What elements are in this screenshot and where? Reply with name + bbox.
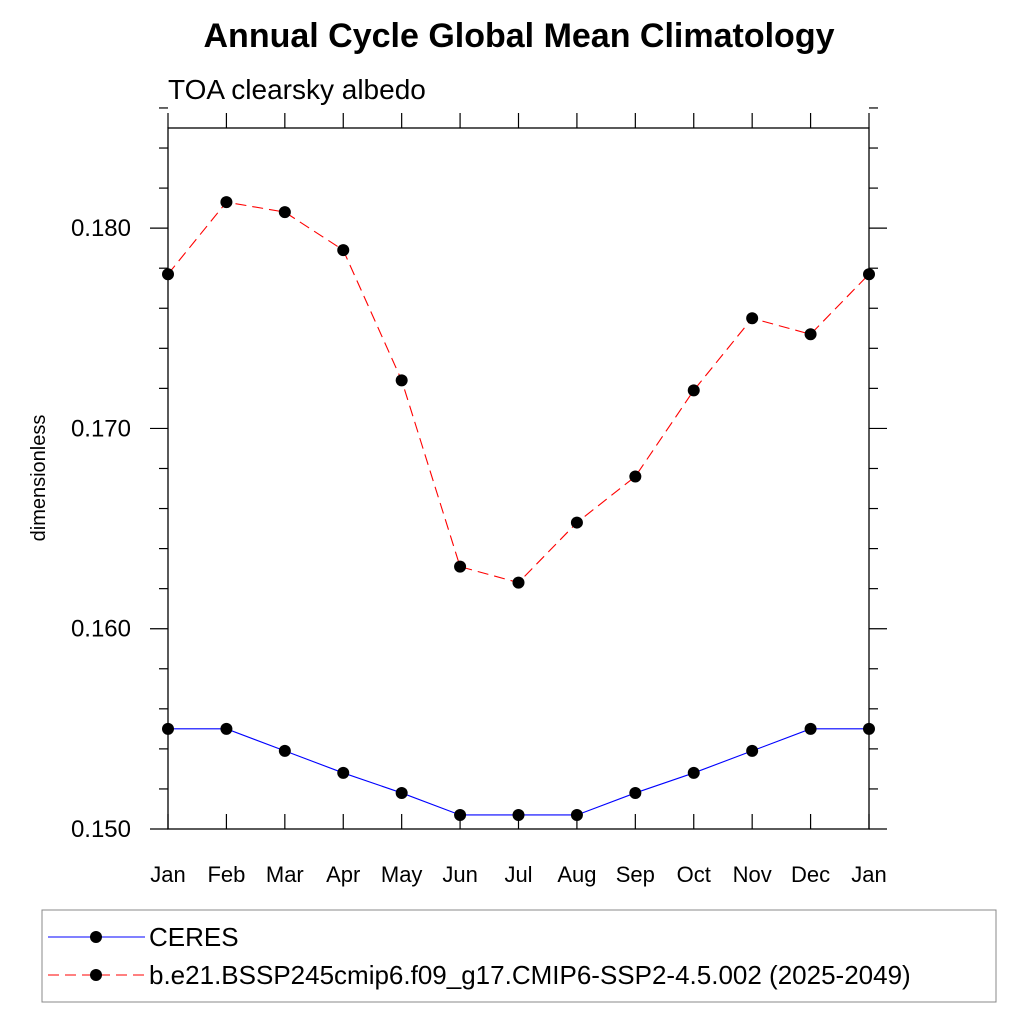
x-tick-labels: Jan Feb Mar Apr May Jun Jul Aug Sep Oct Nov Dec Jan xyxy=(150,862,886,887)
data-point xyxy=(162,268,174,281)
data-point xyxy=(454,560,467,573)
y-tick-label: 0.160 xyxy=(71,616,131,643)
legend-label-1: b.e21.BSSP245cmip6.f09_g17.CMIP6-SSP2-4.… xyxy=(149,960,911,990)
legend-marker-0 xyxy=(90,931,102,943)
data-point xyxy=(687,384,700,397)
data-point xyxy=(746,312,759,325)
x-tick-label: Sep xyxy=(616,862,655,887)
data-point xyxy=(863,722,875,735)
data-point xyxy=(512,808,525,821)
chart-subtitle: TOA clearsky albedo xyxy=(168,74,426,105)
data-point xyxy=(804,328,817,341)
x-tick-label: Jul xyxy=(504,862,532,887)
chart-title: Annual Cycle Global Mean Climatology xyxy=(204,17,835,55)
y-axis-label: dimensionless xyxy=(28,415,50,542)
data-point xyxy=(162,722,174,735)
x-tick-label: Jan xyxy=(851,862,886,887)
legend-label-0: CERES xyxy=(149,922,239,952)
x-tick-label: Oct xyxy=(677,862,711,887)
series-line-0 xyxy=(168,728,869,816)
data-point xyxy=(454,808,467,821)
data-point xyxy=(278,206,291,219)
data-point xyxy=(220,722,233,735)
x-tick-label: Apr xyxy=(326,862,360,887)
data-point xyxy=(337,244,350,257)
legend-box xyxy=(41,909,997,1003)
data-point xyxy=(863,268,875,281)
data-point xyxy=(570,516,583,529)
series-line-1 xyxy=(167,201,870,584)
data-point xyxy=(629,470,642,483)
data-point xyxy=(512,576,525,589)
x-tick-label: Aug xyxy=(557,862,596,887)
data-point xyxy=(337,766,350,779)
y-tick-label: 0.180 xyxy=(71,215,131,242)
data-point xyxy=(220,196,233,209)
data-point xyxy=(629,786,642,799)
series-layer xyxy=(162,196,875,821)
axis-ticks xyxy=(150,107,887,830)
x-tick-label: Feb xyxy=(207,862,245,887)
data-point xyxy=(687,766,700,779)
data-point xyxy=(278,744,291,757)
x-tick-label: Nov xyxy=(733,862,772,887)
x-tick-label: May xyxy=(381,862,423,887)
data-point xyxy=(570,808,583,821)
legend-marker-1 xyxy=(90,969,102,981)
x-tick-label: Jan xyxy=(150,862,185,887)
y-tick-labels: 0.150 0.160 0.170 0.180 xyxy=(71,215,131,843)
x-tick-label: Mar xyxy=(266,862,304,887)
y-tick-label: 0.170 xyxy=(71,415,131,442)
x-tick-label: Dec xyxy=(791,862,830,887)
data-point xyxy=(746,744,759,757)
legend: CERES b.e21.BSSP245cmip6.f09_g17.CMIP6-SS… xyxy=(48,922,911,990)
x-tick-label: Jun xyxy=(442,862,477,887)
data-point xyxy=(395,786,408,799)
data-point xyxy=(804,722,817,735)
plot-frame xyxy=(167,127,870,830)
y-tick-label: 0.150 xyxy=(71,816,131,843)
data-point xyxy=(395,374,408,387)
